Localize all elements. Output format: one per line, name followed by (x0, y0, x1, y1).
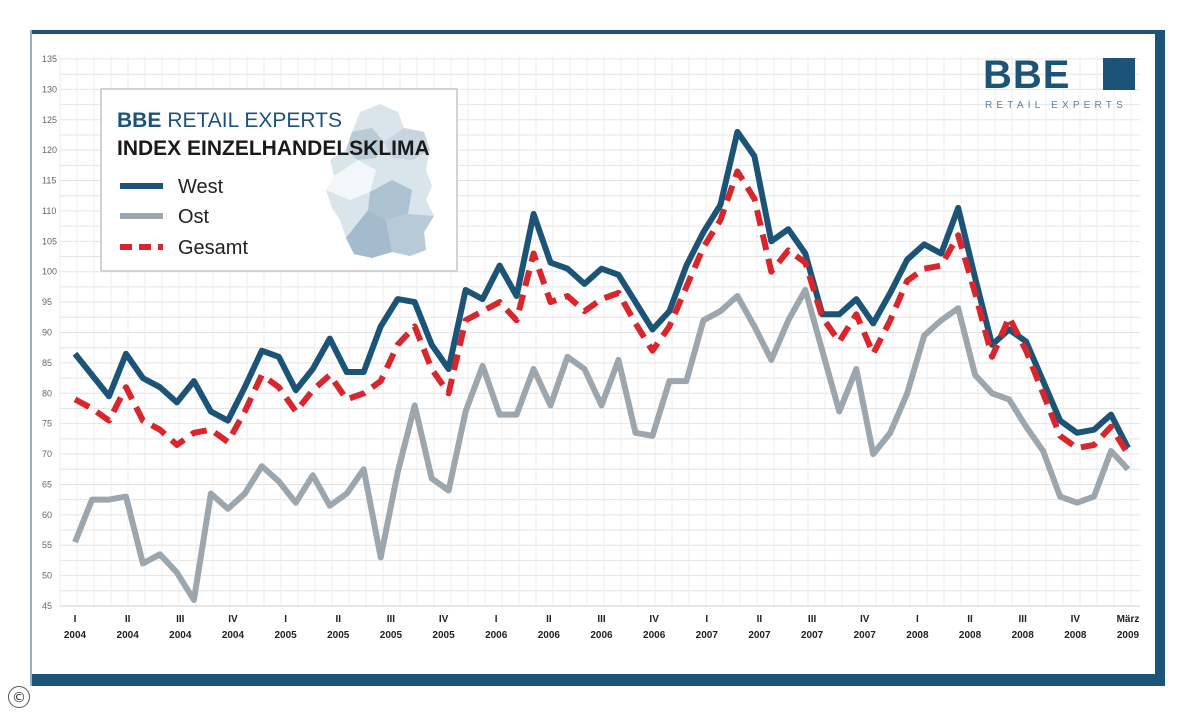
x-tick-year: 2006 (538, 630, 561, 641)
x-tick-year: 2006 (485, 630, 508, 641)
x-tick-year: 2006 (643, 630, 666, 641)
frame-bottom-border (30, 674, 1165, 686)
x-tick-year: 2005 (327, 630, 350, 641)
series-line-ost (72, 287, 1131, 603)
y-tick-label: 90 (42, 328, 52, 338)
series-lines (72, 128, 1131, 603)
x-tick-quarter: III (597, 614, 606, 625)
x-tick-quarter: III (808, 614, 817, 625)
x-axis: I2004II2004III2004IV2004I2005II2005III20… (60, 605, 1140, 641)
x-tick-quarter: II (546, 614, 552, 625)
y-tick-label: 55 (42, 540, 52, 550)
frame-top-border (30, 30, 1164, 34)
x-tick-quarter: IV (649, 614, 659, 625)
x-tick-quarter: II (967, 614, 973, 625)
x-tick-year: 2009 (1117, 630, 1140, 641)
x-tick-quarter: III (387, 614, 396, 625)
x-tick-quarter: I (705, 614, 708, 625)
x-tick-year: 2004 (222, 630, 245, 641)
bbe-logo: BBE RETAIL EXPERTS (983, 53, 1135, 111)
x-tick-quarter: IV (1071, 614, 1081, 625)
x-tick-year: 2008 (1064, 630, 1087, 641)
legend: BBE RETAIL EXPERTS INDEX EINZELHANDELSKLI… (100, 88, 458, 272)
x-tick-quarter: IV (439, 614, 449, 625)
x-tick-year: 2008 (959, 630, 982, 641)
x-tick-year: 2007 (748, 630, 771, 641)
y-tick-label: 65 (42, 479, 52, 489)
y-tick-label: 105 (42, 236, 57, 246)
x-tick-quarter: I (74, 614, 77, 625)
y-tick-label: 60 (42, 510, 52, 520)
x-tick-year: 2007 (696, 630, 719, 641)
y-tick-label: 75 (42, 419, 52, 429)
germany-map-icon (326, 104, 434, 258)
y-tick-label: 115 (42, 176, 56, 186)
logo-tagline: RETAIL EXPERTS (985, 100, 1127, 111)
x-tick-year: 2008 (1012, 630, 1035, 641)
frame-left-border (30, 30, 32, 686)
y-axis: 45 50 55 60 65 70 75 80 85 90 95 100 105 110 115 120 125… (42, 54, 57, 611)
x-tick-year: 2004 (169, 630, 192, 641)
y-tick-label: 50 (42, 571, 52, 581)
y-tick-label: 130 (42, 84, 57, 94)
y-tick-label: 135 (42, 54, 57, 64)
legend-title: INDEX EINZELHANDELSKLIMA (117, 137, 430, 160)
x-tick-year: 2008 (906, 630, 929, 641)
x-tick-year: 2005 (274, 630, 297, 641)
x-tick-quarter: II (757, 614, 763, 625)
x-tick-quarter: IV (860, 614, 870, 625)
y-tick-label: 70 (42, 449, 52, 459)
x-tick-year: 2007 (801, 630, 824, 641)
y-tick-label: 85 (42, 358, 52, 368)
legend-brand-heading: BBE RETAIL EXPERTS (117, 109, 342, 132)
y-tick-label: 120 (42, 145, 57, 155)
x-tick-year: 2006 (590, 630, 613, 641)
y-tick-label: 125 (42, 115, 57, 125)
x-tick-quarter: März (1117, 614, 1140, 625)
x-tick-quarter: I (284, 614, 287, 625)
y-tick-label: 100 (42, 267, 57, 277)
x-tick-quarter: II (335, 614, 341, 625)
series-line-west (72, 128, 1131, 450)
x-tick-quarter: III (176, 614, 185, 625)
legend-ost-label: Ost (178, 206, 210, 228)
y-tick-label: 95 (42, 297, 52, 307)
x-tick-year: 2004 (64, 630, 87, 641)
x-tick-quarter: IV (228, 614, 238, 625)
y-tick-label: 110 (42, 206, 56, 216)
x-tick-year: 2007 (854, 630, 877, 641)
logo-wordmark: BBE (983, 53, 1070, 97)
legend-west-label: West (178, 176, 224, 198)
x-tick-quarter: I (916, 614, 919, 625)
series-line-gesamt (73, 168, 1131, 456)
x-tick-quarter: I (495, 614, 498, 625)
x-tick-quarter: II (125, 614, 131, 625)
copyright-icon: © (8, 686, 30, 708)
y-tick-label: 80 (42, 388, 52, 398)
x-tick-year: 2005 (432, 630, 455, 641)
x-tick-year: 2004 (117, 630, 140, 641)
x-tick-year: 2005 (380, 630, 403, 641)
legend-gesamt-label: Gesamt (178, 237, 248, 259)
frame-right-border (1155, 30, 1165, 686)
logo-square (1103, 58, 1135, 90)
x-tick-quarter: III (1019, 614, 1028, 625)
y-tick-label: 45 (42, 601, 52, 611)
